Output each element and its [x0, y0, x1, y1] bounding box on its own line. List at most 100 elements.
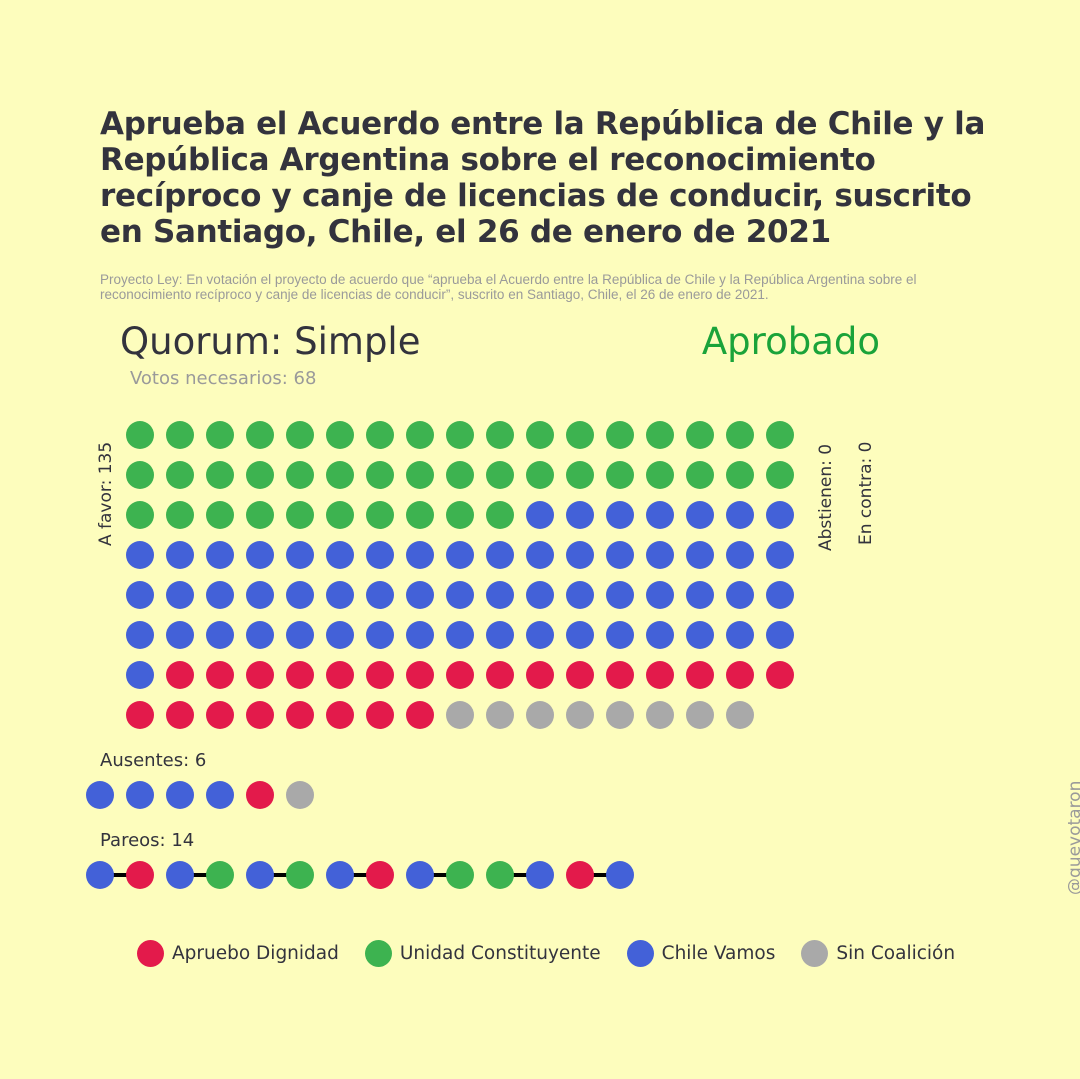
favor-vote-apruebo-dignidad	[566, 661, 594, 689]
favor-vote-apruebo-dignidad	[166, 701, 194, 729]
legend-swatch	[801, 940, 829, 967]
favor-vote-unidad-constituyente	[646, 421, 674, 449]
favor-vote-chile-vamos	[686, 541, 714, 569]
pair-vote-apruebo-dignidad	[366, 861, 394, 889]
absent-vote-chile-vamos	[126, 781, 154, 809]
favor-vote-chile-vamos	[326, 621, 354, 649]
pair-vote-chile-vamos	[86, 861, 114, 889]
legend-item-chile-vamos: Chile Vamos	[626, 940, 776, 967]
favor-vote-sin-coalicion	[606, 701, 634, 729]
favor-vote-unidad-constituyente	[686, 421, 714, 449]
legend-label: Apruebo Dignidad	[172, 943, 339, 964]
favor-vote-unidad-constituyente	[286, 501, 314, 529]
favor-vote-unidad-constituyente	[726, 421, 754, 449]
favor-vote-unidad-constituyente	[446, 461, 474, 489]
favor-vote-chile-vamos	[486, 541, 514, 569]
favor-vote-chile-vamos	[246, 621, 274, 649]
favor-vote-unidad-constituyente	[206, 461, 234, 489]
favor-vote-chile-vamos	[166, 581, 194, 609]
favor-vote-unidad-constituyente	[126, 421, 154, 449]
legend-swatch	[137, 940, 164, 967]
favor-vote-chile-vamos	[726, 621, 754, 649]
favor-vote-unidad-constituyente	[246, 501, 274, 529]
pair-vote-chile-vamos	[166, 861, 194, 889]
favor-vote-apruebo-dignidad	[286, 661, 314, 689]
favor-vote-apruebo-dignidad	[206, 701, 234, 729]
favor-vote-sin-coalicion	[566, 701, 594, 729]
legend-label: Sin Coalición	[836, 943, 956, 964]
favor-vote-unidad-constituyente	[406, 461, 434, 489]
favor-vote-chile-vamos	[286, 541, 314, 569]
favor-vote-apruebo-dignidad	[126, 701, 154, 729]
favor-vote-chile-vamos	[726, 541, 754, 569]
favor-vote-chile-vamos	[606, 541, 634, 569]
pair-vote-apruebo-dignidad	[126, 861, 154, 889]
pair-vote-apruebo-dignidad	[566, 861, 594, 889]
favor-vote-unidad-constituyente	[566, 461, 594, 489]
absent-vote-sin-coalicion	[286, 781, 314, 809]
legend-item-apruebo-dignidad: Apruebo Dignidad	[137, 940, 339, 967]
favor-vote-apruebo-dignidad	[526, 661, 554, 689]
absent-label: Ausentes: 6	[100, 750, 207, 771]
favor-vote-chile-vamos	[486, 581, 514, 609]
favor-vote-chile-vamos	[126, 541, 154, 569]
pair-vote-chile-vamos	[246, 861, 274, 889]
chart-title: Aprueba el Acuerdo entre la República de…	[100, 106, 986, 250]
favor-vote-unidad-constituyente	[126, 461, 154, 489]
favor-vote-chile-vamos	[446, 541, 474, 569]
favor-vote-unidad-constituyente	[366, 421, 394, 449]
favor-vote-chile-vamos	[726, 501, 754, 529]
favor-vote-unidad-constituyente	[646, 461, 674, 489]
favor-vote-chile-vamos	[766, 541, 794, 569]
favor-vote-unidad-constituyente	[366, 501, 394, 529]
absent-vote-chile-vamos	[206, 781, 234, 809]
favor-vote-chile-vamos	[526, 621, 554, 649]
favor-vote-chile-vamos	[206, 541, 234, 569]
chart-subtitle: Proyecto Ley: En votación el proyecto de…	[100, 272, 917, 302]
favor-vote-apruebo-dignidad	[766, 661, 794, 689]
favor-vote-unidad-constituyente	[446, 421, 474, 449]
favor-vote-unidad-constituyente	[406, 421, 434, 449]
favor-vote-apruebo-dignidad	[726, 661, 754, 689]
favor-vote-chile-vamos	[366, 621, 394, 649]
favor-vote-unidad-constituyente	[486, 501, 514, 529]
favor-vote-sin-coalicion	[526, 701, 554, 729]
favor-vote-unidad-constituyente	[686, 461, 714, 489]
favor-vote-unidad-constituyente	[286, 421, 314, 449]
favor-vote-sin-coalicion	[686, 701, 714, 729]
favor-vote-chile-vamos	[406, 541, 434, 569]
favor-vote-chile-vamos	[166, 541, 194, 569]
favor-vote-unidad-constituyente	[486, 461, 514, 489]
favor-vote-apruebo-dignidad	[446, 661, 474, 689]
favor-vote-unidad-constituyente	[726, 461, 754, 489]
favor-vote-apruebo-dignidad	[486, 661, 514, 689]
favor-vote-sin-coalicion	[446, 701, 474, 729]
favor-vote-sin-coalicion	[486, 701, 514, 729]
favor-vote-apruebo-dignidad	[206, 661, 234, 689]
favor-vote-chile-vamos	[646, 541, 674, 569]
favor-vote-chile-vamos	[206, 621, 234, 649]
favor-vote-apruebo-dignidad	[686, 661, 714, 689]
favor-vote-chile-vamos	[406, 581, 434, 609]
favor-vote-apruebo-dignidad	[286, 701, 314, 729]
favor-vote-unidad-constituyente	[526, 421, 554, 449]
favor-vote-apruebo-dignidad	[246, 661, 274, 689]
favor-vote-chile-vamos	[766, 501, 794, 529]
legend-label: Chile Vamos	[661, 943, 776, 964]
favor-vote-chile-vamos	[286, 621, 314, 649]
favor-vote-sin-coalicion	[646, 701, 674, 729]
favor-vote-chile-vamos	[126, 661, 154, 689]
favor-vote-chile-vamos	[606, 581, 634, 609]
pair-vote-unidad-constituyente	[286, 861, 314, 889]
favor-vote-unidad-constituyente	[206, 421, 234, 449]
pair-vote-unidad-constituyente	[486, 861, 514, 889]
favor-vote-chile-vamos	[366, 541, 394, 569]
favor-vote-chile-vamos	[206, 581, 234, 609]
favor-vote-unidad-constituyente	[286, 461, 314, 489]
pair-vote-chile-vamos	[326, 861, 354, 889]
absent-vote-chile-vamos	[86, 781, 114, 809]
favor-vote-chile-vamos	[766, 581, 794, 609]
favor-vote-apruebo-dignidad	[246, 701, 274, 729]
pair-vote-unidad-constituyente	[446, 861, 474, 889]
favor-vote-chile-vamos	[526, 581, 554, 609]
